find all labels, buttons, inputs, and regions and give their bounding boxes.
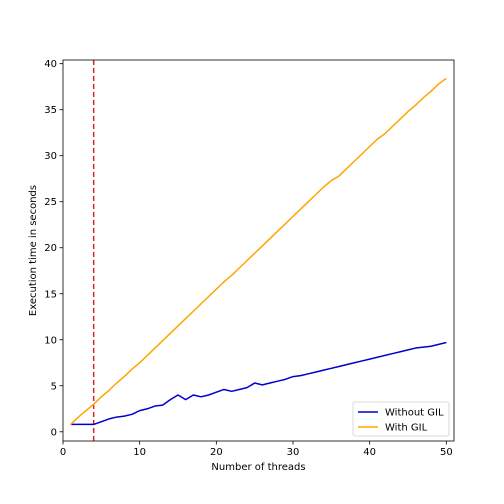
y-tick-label: 40 <box>44 59 57 70</box>
x-tick-label: 40 <box>363 447 376 458</box>
series-line-1 <box>70 341 447 426</box>
legend-label-2: With GIL <box>385 423 428 434</box>
plot-area <box>62 59 455 442</box>
y-tick-label: 25 <box>44 197 57 208</box>
x-axis-label: Number of threads <box>211 462 305 473</box>
series-line-2 <box>70 77 447 425</box>
y-axis: 0 5 10 15 20 25 30 35 40 <box>44 59 63 438</box>
y-tick-label: 0 <box>51 427 57 438</box>
x-tick-label: 50 <box>440 447 453 458</box>
x-tick-label: 30 <box>287 447 300 458</box>
plot-frame <box>62 59 455 442</box>
y-tick-label: 15 <box>44 289 57 300</box>
y-tick-label: 35 <box>44 105 57 116</box>
y-axis-label: Execution time in seconds <box>28 185 39 316</box>
x-tick-label: 0 <box>60 447 66 458</box>
y-tick-label: 10 <box>44 335 57 346</box>
x-tick-label: 20 <box>210 447 223 458</box>
y-tick-label: 30 <box>44 151 57 162</box>
legend-label-1: Without GIL <box>385 408 444 419</box>
x-axis: 0 10 20 30 40 50 <box>60 441 453 458</box>
x-tick-label: 10 <box>133 447 146 458</box>
legend: Without GIL With GIL <box>352 401 450 437</box>
y-tick-label: 20 <box>44 243 57 254</box>
y-tick-label: 5 <box>51 381 57 392</box>
